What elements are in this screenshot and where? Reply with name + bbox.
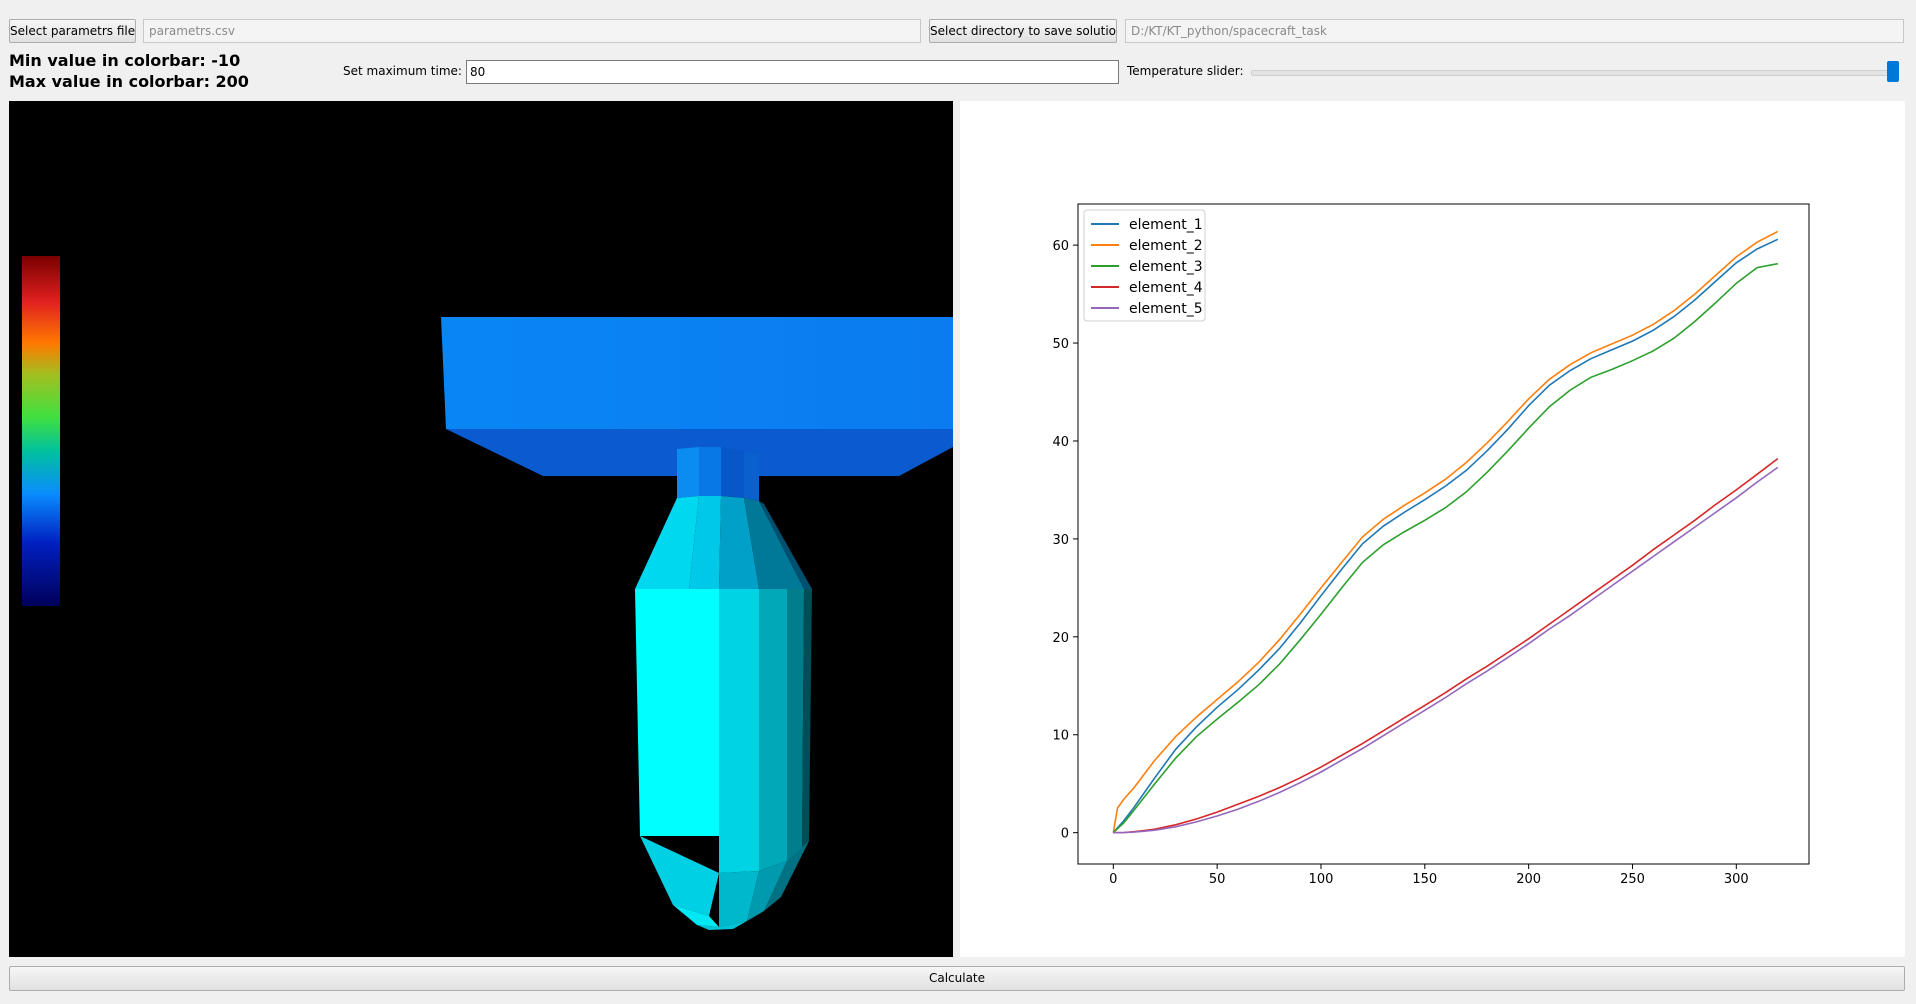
temperature-slider-handle[interactable] (1887, 61, 1899, 82)
spacecraft-render (22, 256, 953, 930)
select-params-file-button[interactable]: Select parametrs file (9, 19, 136, 43)
cone-lower-4 (747, 861, 787, 921)
neck-right2 (744, 451, 759, 501)
x-tick-label: 100 (1309, 872, 1334, 887)
legend-label-element_1: element_1 (1129, 217, 1203, 233)
cone-lower-tip (697, 921, 747, 930)
x-tick-label: 0 (1109, 872, 1117, 887)
cone-lower-3 (719, 871, 759, 927)
params-file-path-field[interactable]: parametrs.csv (143, 19, 921, 43)
legend-label-element_5: element_5 (1129, 301, 1203, 317)
save-directory-path-field[interactable]: D:/KT/KT_python/spacecraft_task (1125, 19, 1904, 43)
select-save-directory-label: Select directory to save solution (930, 24, 1117, 38)
cone-upper-1 (635, 496, 699, 589)
temperature-plot-panel: 0 50 100 150 200 250 300 0 10 20 30 40 50 60 element… (960, 101, 1905, 957)
3d-viewport[interactable] (9, 101, 953, 957)
y-tick-label: 0 (1061, 827, 1069, 842)
calculate-button[interactable]: Calculate (9, 966, 1905, 991)
x-tick-label: 300 (1724, 872, 1749, 887)
top-plate-face (441, 317, 953, 429)
cone-upper-4 (744, 498, 804, 589)
cone-lower-5 (764, 841, 809, 911)
y-tick-label: 20 (1052, 631, 1069, 646)
x-tick-label: 250 (1620, 872, 1645, 887)
cone-upper-2 (689, 496, 721, 589)
body-right1 (759, 589, 787, 871)
body-mid (719, 589, 759, 873)
legend-label-element_3: element_3 (1129, 259, 1203, 275)
cone-upper-3 (719, 496, 759, 589)
cone-lower-1 (640, 836, 719, 916)
calculate-label: Calculate (928, 971, 986, 985)
neck-right (721, 447, 744, 498)
temperature-slider-track[interactable] (1251, 70, 1893, 76)
y-tick-label: 30 (1052, 533, 1069, 548)
x-tick-label: 200 (1516, 872, 1541, 887)
temperature-chart: 0 50 100 150 200 250 300 0 10 20 30 40 50 60 element… (1052, 203, 1810, 887)
y-tick-label: 10 (1052, 729, 1069, 744)
series-line-element_5 (1113, 466, 1779, 834)
x-tick-label: 50 (1209, 872, 1226, 887)
series-line-element_4 (1113, 457, 1779, 834)
y-tick-label: 50 (1052, 337, 1069, 352)
series-line-element_3 (1112, 262, 1778, 834)
cone-lower-2 (673, 905, 719, 927)
body-main (635, 589, 719, 836)
max-time-input[interactable] (466, 60, 1119, 84)
x-tick-label: 150 (1412, 872, 1437, 887)
legend-box (1083, 209, 1206, 322)
neck-mid (699, 447, 721, 496)
colorbar (22, 256, 60, 606)
y-tick-label: 60 (1052, 239, 1069, 254)
params-file-path: parametrs.csv (149, 24, 235, 38)
legend-label-element_4: element_4 (1129, 280, 1203, 296)
cone-upper-5 (759, 501, 812, 589)
neck-left (677, 447, 699, 498)
select-params-file-label: Select parametrs file (10, 24, 136, 38)
temperature-slider-label: Temperature slider: (1127, 64, 1244, 78)
colorbar-max-label: Max value in colorbar: 200 (9, 72, 249, 91)
y-tick-label: 40 (1052, 435, 1069, 450)
max-time-label: Set maximum time: (343, 64, 462, 78)
select-save-directory-button[interactable]: Select directory to save solution (929, 19, 1117, 43)
series-line-element_2 (1112, 230, 1779, 833)
legend-label-element_2: element_2 (1129, 238, 1203, 254)
body-right2 (787, 589, 804, 861)
series-line-element_1 (1112, 238, 1779, 834)
body-right3 (802, 589, 812, 851)
save-directory-path: D:/KT/KT_python/spacecraft_task (1131, 24, 1327, 38)
colorbar-min-label: Min value in colorbar: -10 (9, 51, 241, 70)
